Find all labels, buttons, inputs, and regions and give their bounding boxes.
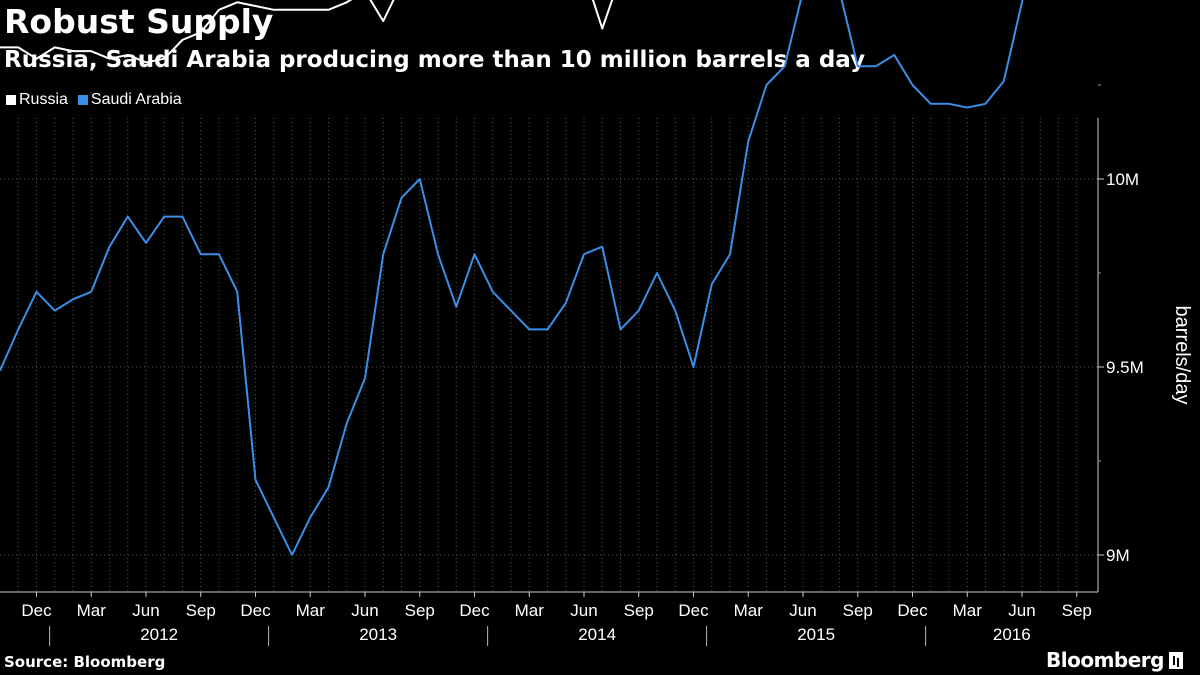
- y-tick-label: 9.5M: [1106, 358, 1144, 377]
- y-tick-label: 10M: [1106, 170, 1139, 189]
- series-line-russia: [0, 0, 614, 64]
- year-label: 2012: [140, 625, 178, 644]
- x-tick-label: Mar: [734, 601, 764, 620]
- x-tick-label: Jun: [1008, 601, 1035, 620]
- x-tick-label: Mar: [77, 601, 107, 620]
- chart-subtitle: Russia, Saudi Arabia producing more than…: [4, 47, 866, 73]
- x-tick-label: Sep: [186, 601, 216, 620]
- x-tick-label: Sep: [843, 601, 873, 620]
- year-label: 2015: [797, 625, 835, 644]
- brand-name: Bloomberg: [1046, 648, 1164, 672]
- legend-swatch-russia: [6, 95, 16, 105]
- legend-item-saudi-arabia: Saudi Arabia: [77, 91, 182, 109]
- x-tick-label: Sep: [405, 601, 435, 620]
- series-line-saudi-arabia: [0, 0, 1024, 556]
- legend-swatch-saudi-arabia: [77, 95, 88, 105]
- x-tick-label: Mar: [296, 601, 326, 620]
- y-tick-label: 10.5M: [1106, 0, 1153, 1]
- legend-item-russia: Russia: [6, 91, 68, 109]
- bloomberg-badge-icon: [1168, 651, 1183, 669]
- x-tick-label: Mar: [953, 601, 983, 620]
- axes: [0, 84, 1104, 646]
- axis-labels: 9M9.5M10M10.5M11Mbarrels/dayDecMarJunSep…: [21, 0, 1193, 644]
- legend-label-saudi-arabia: Saudi Arabia: [90, 91, 182, 108]
- x-tick-label: Dec: [240, 601, 271, 620]
- x-tick-label: Dec: [897, 601, 928, 620]
- x-tick-label: Jun: [570, 601, 597, 620]
- x-tick-label: Dec: [21, 601, 52, 620]
- y-tick-label: 9M: [1106, 546, 1130, 565]
- x-tick-label: Mar: [515, 601, 545, 620]
- y-axis-title: barrels/day: [1171, 306, 1193, 405]
- x-tick-label: Dec: [678, 601, 709, 620]
- grid-lines: [0, 118, 1098, 592]
- year-label: 2016: [993, 625, 1031, 644]
- x-tick-label: Dec: [459, 601, 490, 620]
- legend-label-russia: Russia: [19, 91, 68, 108]
- x-tick-label: Jun: [789, 601, 816, 620]
- source-note: Source: Bloomberg: [4, 653, 166, 671]
- data-series: [0, 0, 1024, 556]
- legend: Russia Saudi Arabia: [6, 88, 192, 112]
- year-label: 2013: [359, 625, 397, 644]
- year-label: 2014: [578, 625, 616, 644]
- chart-title: Robust Supply: [4, 2, 274, 41]
- x-tick-label: Jun: [351, 601, 378, 620]
- x-tick-label: Jun: [132, 601, 159, 620]
- x-tick-label: Sep: [1062, 601, 1092, 620]
- bloomberg-logo: Bloomberg: [1046, 647, 1183, 673]
- x-tick-label: Sep: [624, 601, 654, 620]
